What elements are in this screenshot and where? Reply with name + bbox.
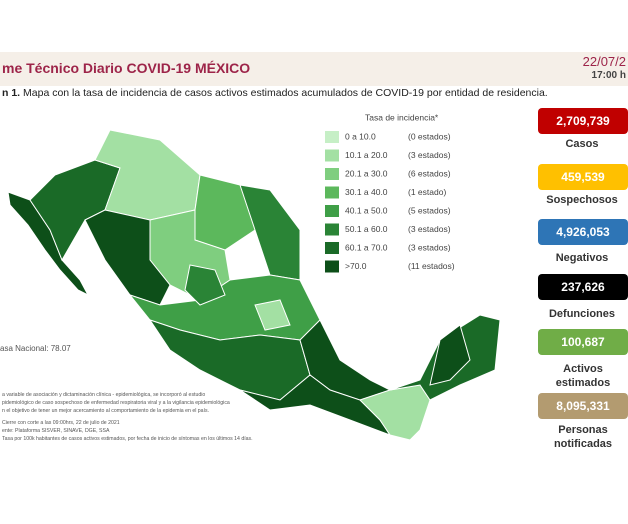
indicator-label: Defunciones: [548, 308, 615, 320]
legend: Tasa de incidencia* 0 a 10.0 (0 estados) 1…: [325, 112, 455, 273]
indicator-label: Sospechosos: [546, 194, 618, 206]
legend-swatch: [325, 168, 339, 180]
footnote: pidemiológico de caso sospechoso de enfe…: [2, 400, 230, 406]
indicator-label: Activos estimados: [555, 363, 611, 389]
footnote: a variable de asociación y dictaminación…: [2, 392, 206, 398]
legend-count: (3 estados): [408, 150, 451, 160]
legend-swatch: [325, 242, 339, 254]
indicator-label: Casos: [565, 138, 599, 150]
legend-swatch: [325, 131, 339, 143]
legend-count: (5 estados): [408, 205, 451, 215]
indicator-value: 237,626: [538, 274, 628, 300]
legend-swatch: [325, 223, 339, 236]
indicator-value: 2,709,739: [538, 108, 628, 134]
legend-range: >70.0: [345, 261, 367, 271]
legend-range: 0 a 10.0: [345, 131, 376, 141]
legend-count: (0 estados): [408, 131, 451, 141]
date: 22/07/2: [582, 54, 626, 69]
legend-range: 60.1 a 70.0: [345, 242, 388, 252]
legend-count: (3 estados): [408, 224, 451, 234]
legend-range: 20.1 a 30.0: [345, 168, 388, 178]
indicator-label: Negativos: [555, 252, 609, 264]
legend-range: 10.1 a 20.0: [345, 150, 388, 160]
indicator-label: Personas notificadas: [553, 424, 613, 450]
legend-range: 50.1 a 60.0: [345, 224, 388, 234]
legend-count: (11 estados): [408, 261, 455, 271]
header-band: [0, 52, 628, 86]
footnote: Cierre con corte a las 09:00hrs, 22 de j…: [2, 420, 120, 426]
footnote: ente: Plataforma SISVER, SINAVE, DGE, SS…: [2, 428, 110, 434]
legend-range: 30.1 a 40.0: [345, 187, 388, 197]
legend-count: (1 estado): [408, 187, 446, 197]
national-rate: asa Nacional: 78.07: [0, 344, 71, 353]
title: me Técnico Diario COVID-19 MÉXICO: [2, 60, 251, 76]
indicator-value: 459,539: [538, 164, 628, 190]
indicator-value: 4,926,053: [538, 219, 628, 245]
legend-title: Tasa de incidencia*: [365, 112, 439, 122]
footnote: Tasa por 100k habitantes de casos activo…: [2, 436, 253, 442]
caption: n 1. Mapa con la tasa de incidencia de c…: [2, 87, 548, 99]
legend-count: (3 estados): [408, 242, 451, 252]
footnote: n el objetivo de tener un mejor acercami…: [2, 408, 210, 414]
time: 17:00 h: [591, 70, 626, 81]
map: [7, 129, 501, 441]
legend-swatch: [325, 186, 339, 199]
legend-swatch: [325, 260, 339, 273]
indicator-value: 8,095,331: [538, 393, 628, 419]
caption-text: Mapa con la tasa de incidencia de casos …: [23, 87, 548, 99]
caption-label: n 1.: [2, 87, 21, 99]
legend-count: (6 estados): [408, 168, 451, 178]
legend-swatch: [325, 149, 339, 162]
legend-range: 40.1 a 50.0: [345, 205, 388, 215]
legend-swatch: [325, 205, 339, 217]
indicator-value: 100,687: [538, 329, 628, 355]
